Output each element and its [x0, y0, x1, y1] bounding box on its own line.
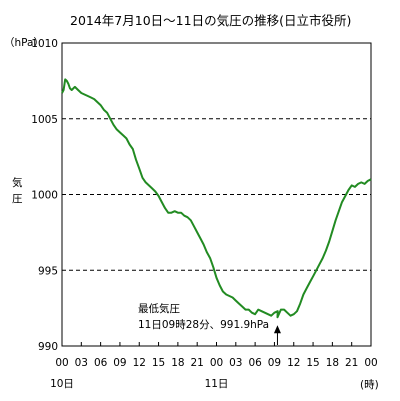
x-tick-label: 06	[94, 357, 108, 369]
x-tick-label: 21	[345, 357, 358, 369]
annotation-arrow-head	[273, 325, 281, 334]
x-tick-label: 03	[75, 357, 88, 369]
x-tick-label: 12	[133, 357, 146, 369]
x-tick-label: 00	[210, 357, 223, 369]
x-tick-label: 18	[326, 357, 339, 369]
y-axis-label-2: 圧	[12, 193, 23, 205]
x-axis-ticks: 00 03 06 09 12 15 18 21 00 03 06 09 12 15 18 21 00	[55, 342, 378, 369]
y-axis-ticks: 990 995 1000 1005 1010	[31, 38, 58, 353]
unit-label: （hPa）	[4, 37, 44, 49]
pressure-series-line	[61, 78, 372, 319]
x-tick-label: 18	[171, 357, 184, 369]
x-tick-label: 21	[191, 357, 204, 369]
gridlines	[62, 118, 371, 271]
y-tick-label: 995	[38, 265, 58, 277]
day-labels: 10日 11日	[50, 378, 228, 390]
y-tick-label: 1010	[31, 38, 58, 50]
y-tick-label: 1000	[31, 190, 58, 202]
y-tick-label: 990	[38, 341, 58, 353]
x-axis-unit-label: (時)	[360, 379, 379, 391]
chart-title: 2014年7月10日～11日の気圧の推移(日立市役所)	[70, 13, 351, 28]
x-tick-label: 12	[287, 357, 300, 369]
x-tick-label: 00	[55, 357, 68, 369]
x-tick-label: 00	[364, 357, 377, 369]
x-tick-label: 06	[248, 357, 262, 369]
x-tick-label: 03	[229, 357, 242, 369]
y-axis-label-1: 気	[12, 176, 23, 189]
day-label: 11日	[205, 378, 229, 390]
day-label: 10日	[50, 378, 74, 390]
x-tick-label: 09	[268, 357, 281, 369]
annotation-detail: 11日09時28分、991.9hPa	[138, 319, 269, 331]
x-tick-label: 15	[306, 357, 319, 369]
min-pressure-annotation: 最低気圧 11日09時28分、991.9hPa	[138, 302, 281, 345]
annotation-title: 最低気圧	[138, 302, 180, 315]
x-tick-label: 09	[113, 357, 126, 369]
y-tick-label: 1005	[31, 114, 58, 126]
x-tick-label: 15	[152, 357, 165, 369]
